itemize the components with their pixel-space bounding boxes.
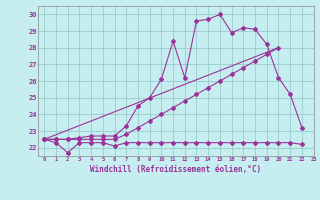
X-axis label: Windchill (Refroidissement éolien,°C): Windchill (Refroidissement éolien,°C) xyxy=(91,165,261,174)
